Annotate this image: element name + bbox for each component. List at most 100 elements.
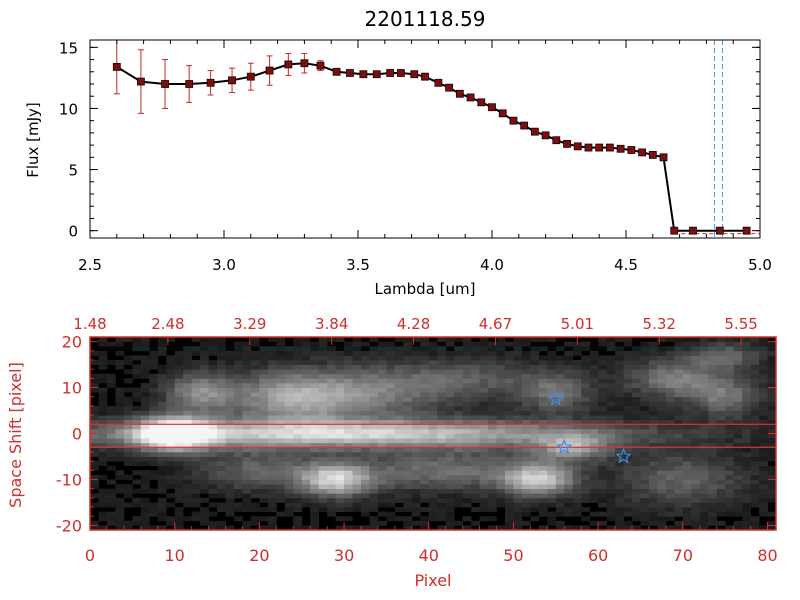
spectrum-ylabel: Flux [mJy]	[24, 102, 42, 178]
image-pixel	[267, 410, 277, 416]
image-pixel	[174, 438, 184, 444]
spectrum-title: 2201118.59	[365, 7, 486, 31]
image-pixel	[250, 428, 260, 434]
image-pixel	[233, 433, 243, 439]
image-pixel	[674, 369, 684, 375]
image-pixel	[377, 428, 387, 434]
data-point	[434, 78, 443, 87]
image-pixel	[386, 438, 396, 444]
image-pixel	[581, 382, 591, 388]
image-pixel	[344, 396, 353, 402]
image-pixel	[369, 419, 379, 425]
image-pixel	[115, 516, 125, 522]
x-tick-label: 4.5	[614, 256, 638, 274]
image-pixel	[174, 511, 184, 517]
image-pixel	[344, 456, 353, 462]
image-pixel	[513, 442, 523, 448]
image-pixel	[750, 493, 760, 499]
image-pixel	[344, 378, 353, 384]
image-pixel	[225, 364, 235, 370]
image-pixel	[115, 415, 125, 421]
image-pixel	[301, 470, 311, 476]
image-pixel	[191, 364, 201, 370]
image-pixel	[428, 433, 438, 439]
image-pixel	[437, 493, 447, 499]
image-pixel	[742, 442, 751, 448]
image-pixel	[377, 502, 387, 508]
image-pixel	[174, 479, 184, 485]
image-pixel	[767, 392, 777, 398]
x-tick-label: 10	[165, 546, 185, 565]
image-pixel	[377, 355, 387, 361]
data-point	[509, 116, 518, 125]
image-pixel	[555, 456, 565, 462]
image-pixel	[479, 346, 489, 352]
image-pixel	[293, 387, 303, 393]
image-pixel	[547, 364, 557, 370]
image-pixel	[386, 428, 396, 434]
image-pixel	[504, 364, 514, 370]
image-pixel	[572, 369, 582, 375]
image-pixel	[403, 507, 413, 513]
image-pixel	[369, 350, 379, 356]
image-pixel	[648, 433, 658, 439]
image-pixel	[555, 461, 565, 467]
image-pixel	[98, 424, 108, 430]
image-pixel	[488, 479, 497, 485]
image-pixel	[90, 451, 99, 457]
image-pixel	[174, 382, 184, 388]
image-pixel	[496, 341, 506, 347]
image-pixel	[377, 442, 387, 448]
image-pixel	[454, 369, 464, 375]
image-pixel	[293, 341, 303, 347]
image-pixel	[488, 396, 497, 402]
image-pixel	[581, 341, 591, 347]
image-pixel	[411, 378, 421, 384]
image-pixel	[361, 387, 370, 393]
image-pixel	[166, 479, 176, 485]
image-pixel	[267, 497, 277, 503]
image-pixel	[742, 456, 751, 462]
image-pixel	[606, 387, 616, 393]
image-pixel	[521, 364, 531, 370]
image-pixel	[335, 470, 345, 476]
image-pixel	[640, 493, 650, 499]
image-pixel	[708, 511, 718, 517]
image-pixel	[403, 502, 413, 508]
image-pixel	[555, 378, 565, 384]
image-pixel	[140, 488, 150, 494]
image-pixel	[759, 355, 768, 361]
image-pixel	[657, 511, 667, 517]
image-pixel	[276, 337, 286, 342]
image-pixel	[394, 373, 404, 379]
image-pixel	[90, 382, 99, 388]
image-pixel	[284, 438, 294, 444]
image-pixel	[208, 451, 218, 457]
image-pixel	[242, 364, 252, 370]
image-pixel	[217, 364, 226, 370]
image-pixel	[674, 507, 684, 513]
image-pixel	[581, 355, 591, 361]
image-pixel	[674, 364, 684, 370]
image-pixel	[471, 341, 480, 347]
image-pixel	[369, 382, 379, 388]
image-pixel	[369, 451, 379, 457]
image-pixel	[555, 470, 565, 476]
image-pixel	[589, 382, 599, 388]
image-pixel	[648, 516, 658, 522]
image-pixel	[530, 461, 540, 467]
image-pixel	[589, 442, 599, 448]
image-pixel	[632, 465, 641, 471]
image-pixel	[521, 497, 531, 503]
image-pixel	[267, 525, 277, 531]
image-pixel	[606, 502, 616, 508]
top-tick-label: 1.48	[73, 315, 106, 333]
image-pixel	[90, 419, 99, 425]
image-pixel	[454, 442, 464, 448]
image-pixel	[301, 474, 311, 480]
image-pixel	[479, 479, 489, 485]
image-pixel	[581, 493, 591, 499]
image-pixel	[217, 350, 226, 356]
image-pixel	[301, 369, 311, 375]
image-pixel	[454, 387, 464, 393]
